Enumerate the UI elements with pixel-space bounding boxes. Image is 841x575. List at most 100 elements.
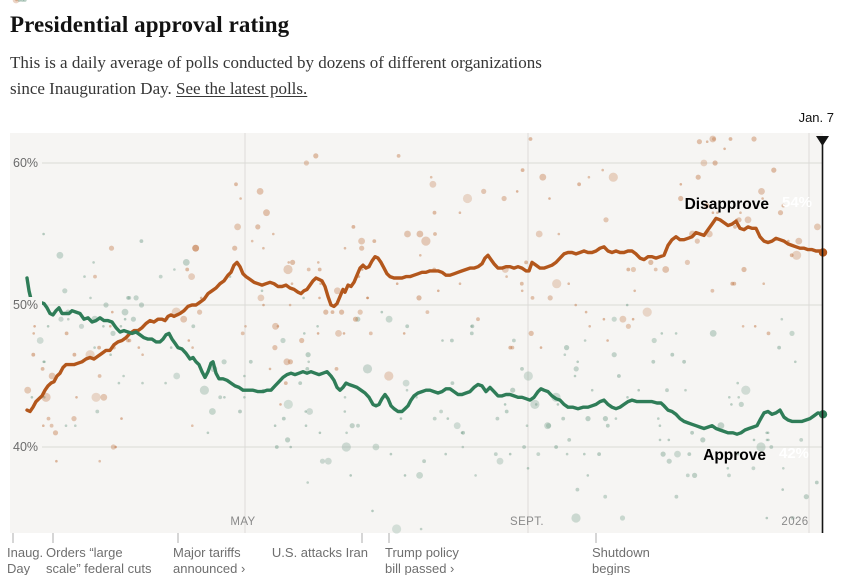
poll-dot — [712, 160, 718, 166]
poll-dot — [439, 409, 443, 414]
poll-dot — [335, 330, 342, 337]
poll-dot — [15, 0, 18, 2]
poll-dot — [283, 381, 288, 385]
poll-dot — [358, 237, 365, 245]
poll-dot — [263, 209, 270, 217]
poll-dot — [89, 296, 92, 300]
poll-dot — [751, 466, 756, 471]
poll-dot — [234, 182, 238, 187]
poll-dot — [583, 339, 587, 342]
poll-dot — [362, 364, 373, 374]
poll-dot — [46, 325, 50, 328]
poll-dot — [561, 416, 566, 421]
poll-dot — [674, 494, 679, 499]
poll-dot — [690, 430, 694, 435]
poll-dot — [602, 317, 606, 321]
poll-dot — [625, 303, 629, 307]
poll-dot — [402, 332, 406, 335]
poll-dot — [606, 339, 609, 342]
poll-dot — [110, 444, 116, 450]
poll-dot — [469, 331, 474, 336]
poll-dot — [602, 416, 609, 422]
poll-dot — [611, 352, 617, 358]
poll-dot — [189, 303, 193, 307]
poll-dot — [433, 232, 437, 236]
latest-polls-link[interactable]: See the latest polls. — [176, 79, 308, 98]
poll-dot — [567, 438, 572, 442]
poll-dot — [687, 452, 692, 456]
poll-dot — [74, 424, 77, 428]
poll-dot — [122, 374, 125, 378]
poll-dot — [192, 244, 200, 252]
poll-dot — [510, 345, 515, 350]
poll-dot — [303, 160, 309, 166]
poll-dot — [710, 288, 715, 293]
poll-dot — [304, 410, 308, 413]
poll-dot — [766, 431, 770, 435]
poll-dot — [389, 452, 393, 456]
poll-dot — [173, 372, 181, 380]
poll-dot — [56, 251, 64, 259]
poll-dot — [257, 294, 265, 302]
poll-dot — [603, 217, 609, 223]
poll-dot — [41, 392, 51, 402]
poll-dot — [199, 385, 209, 395]
plot-background — [10, 133, 823, 533]
poll-dot — [298, 381, 303, 385]
poll-dot — [42, 232, 45, 236]
poll-dot — [528, 137, 533, 141]
poll-dot — [415, 396, 418, 399]
disapprove-endpoint-dot — [818, 248, 828, 257]
poll-dot — [534, 403, 538, 406]
poll-dot — [164, 381, 167, 385]
poll-dot — [588, 325, 591, 328]
poll-dot — [557, 232, 561, 236]
poll-dot — [662, 266, 670, 273]
poll-dot — [619, 515, 626, 521]
poll-dot — [372, 239, 377, 244]
poll-dot — [626, 396, 629, 399]
poll-dot — [182, 259, 190, 266]
poll-dot — [288, 303, 292, 307]
poll-dot — [232, 245, 238, 251]
poll-dot — [453, 422, 461, 430]
poll-dot — [262, 246, 265, 250]
poll-dot — [744, 216, 752, 224]
poll-dot — [349, 474, 353, 477]
event-annotation-line: Shutdown — [592, 545, 650, 560]
today-date-label: Jan. 7 — [798, 110, 834, 125]
poll-dot — [799, 438, 804, 442]
poll-dot — [765, 431, 768, 435]
poll-dot — [792, 250, 802, 260]
approve-series-label: Approve — [703, 447, 766, 464]
poll-dot — [299, 337, 305, 344]
poll-dot — [651, 337, 657, 344]
poll-dot — [239, 197, 242, 200]
disapprove-line — [25, 216, 825, 414]
poll-dot — [371, 509, 374, 513]
poll-dot — [349, 423, 355, 429]
poll-dot — [556, 403, 560, 406]
poll-dot — [46, 416, 51, 421]
poll-dot — [504, 409, 509, 414]
poll-dot — [117, 381, 121, 385]
poll-dot — [250, 239, 254, 243]
event-annotation[interactable]: Trump policy bill passed › — [385, 545, 459, 575]
poll-dot — [765, 516, 769, 520]
poll-dot — [712, 137, 716, 141]
poll-dot — [17, 0, 22, 2]
poll-dot — [684, 388, 687, 392]
poll-dot — [630, 266, 637, 273]
poll-dot — [548, 197, 551, 200]
poll-dot — [611, 316, 617, 322]
poll-dot — [685, 473, 690, 478]
poll-dot — [726, 467, 730, 470]
poll-dot — [12, 0, 20, 4]
event-annotation: Inaug. Day — [7, 545, 43, 575]
poll-dot — [575, 487, 580, 492]
poll-dot — [248, 359, 253, 364]
event-annotation[interactable]: Major tariffs announced › — [173, 545, 245, 575]
poll-dot — [287, 261, 291, 264]
poll-dot — [730, 403, 733, 406]
poll-dot — [794, 360, 797, 364]
